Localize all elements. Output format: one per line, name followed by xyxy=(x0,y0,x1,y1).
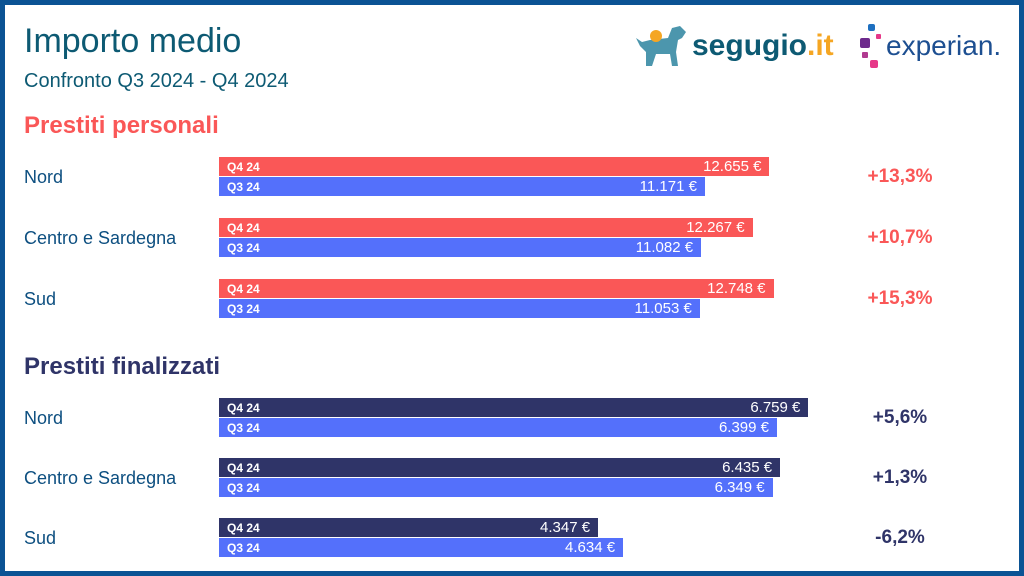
bar-series-label: Q4 24 xyxy=(227,159,260,174)
page-title: Importo medio xyxy=(24,22,242,60)
dog-icon xyxy=(636,26,686,66)
segugio-logo: segugio.it xyxy=(632,24,834,68)
bar-value-label: 4.347 € xyxy=(540,519,591,536)
bar-q324: Q3 24 6.349 € xyxy=(219,478,773,497)
bar-q324: Q3 24 6.399 € xyxy=(219,418,777,437)
bar-value-label: 6.759 € xyxy=(750,399,801,416)
bar-value-label: 12.267 € xyxy=(686,219,745,236)
category-label: Nord xyxy=(24,167,64,187)
change-percent: +10,7% xyxy=(867,227,933,248)
section-title-finalized: Prestiti finalizzati xyxy=(24,353,221,380)
bar-q324: Q3 24 11.171 € xyxy=(219,177,705,196)
bar-series-label: Q3 24 xyxy=(227,301,260,316)
bar-series-label: Q4 24 xyxy=(227,520,260,535)
category-label: Centro e Sardegna xyxy=(24,228,177,248)
bar-q324: Q3 24 4.634 € xyxy=(219,538,624,557)
bar-value-label: 12.655 € xyxy=(703,158,762,175)
experian-logo: experian. xyxy=(860,24,1001,68)
category-label: Centro e Sardegna xyxy=(24,468,177,488)
bar-q324: Q3 24 11.053 € xyxy=(219,299,700,318)
change-percent: +1,3% xyxy=(872,467,928,488)
bar-value-label: 11.082 € xyxy=(635,239,694,256)
bar-series-label: Q4 24 xyxy=(227,281,260,296)
change-percent: +13,3% xyxy=(867,166,933,187)
segugio-tld: .it xyxy=(807,29,834,62)
experian-text: experian. xyxy=(886,30,1002,61)
bar-series-label: Q4 24 xyxy=(227,460,260,475)
page-subtitle: Confronto Q3 2024 - Q4 2024 xyxy=(24,70,289,92)
change-percent: +15,3% xyxy=(867,288,933,309)
bar-q424: Q4 24 6.759 € xyxy=(219,398,809,417)
bar-value-label: 6.435 € xyxy=(722,459,773,476)
bar-q424: Q4 24 12.748 € xyxy=(219,279,774,298)
bar-q424: Q4 24 12.267 € xyxy=(219,218,753,237)
segugio-text: segugio xyxy=(692,29,808,62)
category-label: Sud xyxy=(24,528,57,548)
change-percent: -6,2% xyxy=(875,527,925,548)
bar-value-label: 6.349 € xyxy=(714,479,765,496)
category-label: Nord xyxy=(24,408,64,428)
bar-value-label: 11.053 € xyxy=(634,300,692,317)
bar-value-label: 12.748 € xyxy=(707,280,766,297)
bar-series-label: Q4 24 xyxy=(227,400,260,415)
bar-series-label: Q3 24 xyxy=(227,540,260,555)
bar-series-label: Q3 24 xyxy=(227,240,260,255)
bar-series-label: Q3 24 xyxy=(227,179,260,194)
experian-dots-icon xyxy=(860,24,881,68)
category-label: Sud xyxy=(24,289,57,309)
section-title-personal: Prestiti personali xyxy=(24,112,219,139)
bar-value-label: 11.171 € xyxy=(639,178,697,195)
bar-value-label: 4.634 € xyxy=(565,539,616,556)
bar-q324: Q3 24 11.082 € xyxy=(219,238,702,257)
change-percent: +5,6% xyxy=(872,407,928,428)
bar-q424: Q4 24 6.435 € xyxy=(219,458,781,477)
bar-series-label: Q3 24 xyxy=(227,420,260,435)
bar-q424: Q4 24 12.655 € xyxy=(219,157,770,176)
bar-series-label: Q3 24 xyxy=(227,480,260,495)
bar-series-label: Q4 24 xyxy=(227,220,260,235)
bar-value-label: 6.399 € xyxy=(718,419,769,436)
bar-q424: Q4 24 4.347 € xyxy=(219,518,599,537)
